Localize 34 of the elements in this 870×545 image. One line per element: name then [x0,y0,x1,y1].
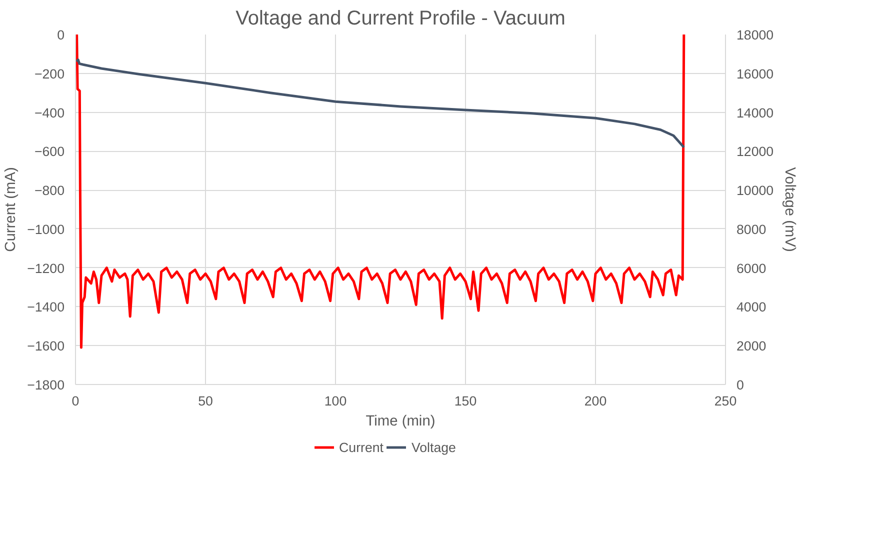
x-tick-label: 150 [454,394,477,408]
y2-tick-label: 14000 [736,105,774,120]
legend-label: Voltage [411,440,456,454]
y2-tick-label: 12000 [736,144,774,160]
y2-axis-title: Voltage (mV) [782,167,798,252]
line-series [76,34,686,349]
y-tick-label: −1800 [27,378,65,392]
y2-tick-label: 6000 [736,260,766,276]
y-tick-label: −1400 [27,300,65,315]
y-tick-label: −1000 [27,222,65,237]
x-axis-title: Time (min) [366,414,436,430]
y-tick-label: −1600 [27,338,65,354]
y-axis-title: Current (mA) [3,167,20,252]
line-series [76,58,686,149]
y2-tick-label: 18000 [736,28,774,42]
y2-tick-label: 16000 [736,66,774,82]
y2-tick-label: 10000 [736,183,774,198]
y-tick-label: −400 [34,105,65,120]
y-tick-label: −200 [34,66,65,82]
x-tick-label: 250 [714,394,737,408]
y-tick-label: −800 [34,183,65,198]
x-tick-label: 50 [198,394,213,408]
y-tick-label: −1200 [27,260,65,276]
x-tick-label: 100 [324,394,347,408]
y2-tick-label: 4000 [736,300,766,315]
x-tick-label: 200 [584,394,607,408]
y2-tick-label: 0 [736,378,744,392]
y2-tick-label: 8000 [736,222,766,237]
y2-tick-label: 2000 [736,338,766,354]
chart-title: Voltage and Current Profile - Vacuum [236,8,566,30]
x-tick-label: 0 [72,394,80,408]
legend-label: Current [339,440,384,454]
y-tick-label: −600 [34,144,65,160]
y-tick-label: 0 [57,28,65,42]
